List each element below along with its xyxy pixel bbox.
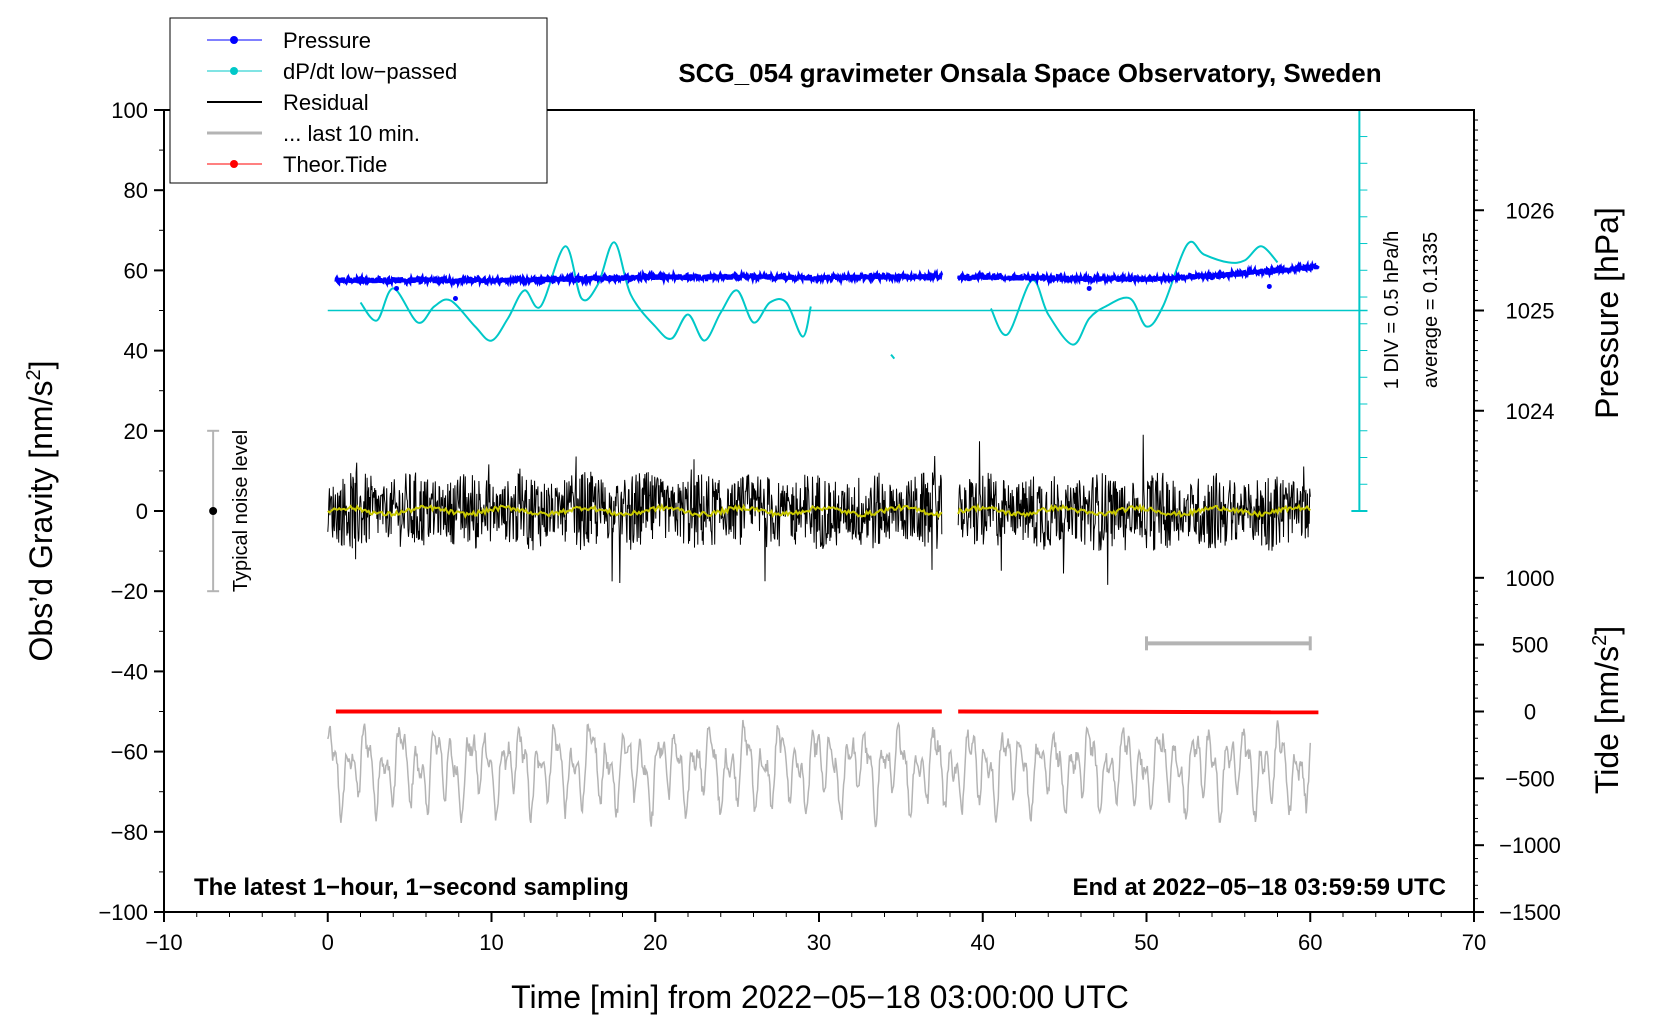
y-tick-label-left: −80 <box>111 820 148 845</box>
y-axis-title-tide-sup: 2 <box>1589 635 1611 646</box>
legend-label-dpdt: dP/dt low−passed <box>283 59 457 84</box>
x-axis-title: Time [min] from 2022−05−18 03:00:00 UTC <box>511 979 1129 1015</box>
legend: Pressure dP/dt low−passed Residual ... l… <box>169 17 548 184</box>
y-axis-title-pressure: Pressure [hPa] <box>1589 207 1625 419</box>
pressure-tick-label: 1024 <box>1506 399 1555 424</box>
tide-tick-label: 0 <box>1524 700 1536 725</box>
x-tick-label: 60 <box>1298 930 1322 955</box>
series-pressure-dip <box>394 285 400 291</box>
pressure-tick-label: 1025 <box>1506 299 1555 324</box>
series-residual-smoothed <box>327 502 1312 520</box>
tide-tick-label: 500 <box>1512 633 1549 658</box>
y-tick-label-left: 40 <box>124 339 148 364</box>
series-pressure-segment <box>334 268 944 289</box>
tide-tick-label: −500 <box>1505 766 1555 791</box>
x-tick-label: 20 <box>643 930 667 955</box>
x-tick-label: −10 <box>145 930 182 955</box>
y-axis-title-tide: Tide [nm/s2] <box>1589 626 1625 794</box>
series-last10 <box>327 719 1312 828</box>
series-dpdt-segment <box>990 240 1279 346</box>
average-label: average = 0.1335 <box>1420 232 1442 388</box>
pressure-tick-label: 1026 <box>1506 198 1555 223</box>
legend-label-tide: Theor.Tide <box>283 152 387 177</box>
series-dpdt-artifact <box>890 353 896 360</box>
legend-box <box>169 17 548 184</box>
series-pressure-dip <box>1086 285 1092 291</box>
legend-label-pressure: Pressure <box>283 28 371 53</box>
y-tick-label-left: 80 <box>124 178 148 203</box>
div-label: 1 DIV = 0.5 hPa/h <box>1381 231 1403 389</box>
series-dpdt-segment <box>359 241 812 342</box>
x-tick-label: 30 <box>807 930 831 955</box>
tide-tick-label: −1500 <box>1499 900 1561 925</box>
legend-item-tide: Theor.Tide <box>207 152 387 177</box>
x-tick-label: 50 <box>1134 930 1158 955</box>
x-tick-label: 70 <box>1462 930 1486 955</box>
x-tick-label: 10 <box>479 930 503 955</box>
y-tick-label-left: 100 <box>111 98 148 123</box>
series-tide-segment <box>958 709 1319 715</box>
y-tick-label-left: −20 <box>111 579 148 604</box>
legend-item-residual: Residual <box>207 90 369 115</box>
y-axis-title-left-end: ] <box>23 361 59 370</box>
series-pressure-dip <box>1266 283 1272 289</box>
y-tick-label-left: 0 <box>136 499 148 524</box>
legend-marker-tide <box>230 160 238 168</box>
tide-tick-label: 1000 <box>1506 566 1555 591</box>
y-tick-label-left: 60 <box>124 258 148 283</box>
y-axis-title-tide-end: ] <box>1589 626 1625 635</box>
series-pressure-dip <box>538 279 544 285</box>
legend-marker-dpdt <box>230 67 238 75</box>
bottom-right-note: End at 2022−05−18 03:59:59 UTC <box>1072 874 1446 901</box>
series-pressure-segment <box>957 259 1320 287</box>
tide-tick-label: −1000 <box>1499 833 1561 858</box>
y-tick-label-left: 20 <box>124 419 148 444</box>
noise-level-label: Typical noise level <box>230 430 252 592</box>
y-tick-label-left: −100 <box>98 900 148 925</box>
series-pressure-dip <box>452 295 458 301</box>
series-residual <box>327 434 1311 585</box>
legend-item-last10: ... last 10 min. <box>207 121 420 146</box>
x-tick-label: 0 <box>322 930 334 955</box>
legend-item-dpdt: dP/dt low−passed <box>207 59 457 84</box>
y-axis-title-left-sup: 2 <box>23 369 45 380</box>
ticks-layer: −10 0 10 20 30 40 50 60 70100806040200−20−40−60−… <box>98 98 1560 955</box>
legend-item-pressure: Pressure <box>207 28 371 53</box>
legend-label-last10: ... last 10 min. <box>283 121 420 146</box>
y-tick-label-left: −40 <box>111 659 148 684</box>
legend-label-residual: Residual <box>283 90 369 115</box>
y-axis-title-left-main: Obs’d Gravity [nm/s <box>23 381 59 662</box>
legend-marker-pressure <box>230 36 238 44</box>
y-tick-label-left: −60 <box>111 740 148 765</box>
bottom-left-note: The latest 1−hour, 1−second sampling <box>194 874 629 901</box>
chart-title: SCG_054 gravimeter Onsala Space Observat… <box>678 58 1381 88</box>
noise-bar-center <box>209 507 218 515</box>
x-tick-label: 40 <box>971 930 995 955</box>
y-axis-title-tide-main: Tide [nm/s <box>1589 646 1625 794</box>
y-axis-title-left: Obs’d Gravity [nm/s2] <box>23 361 59 662</box>
series-layer <box>207 109 1368 828</box>
